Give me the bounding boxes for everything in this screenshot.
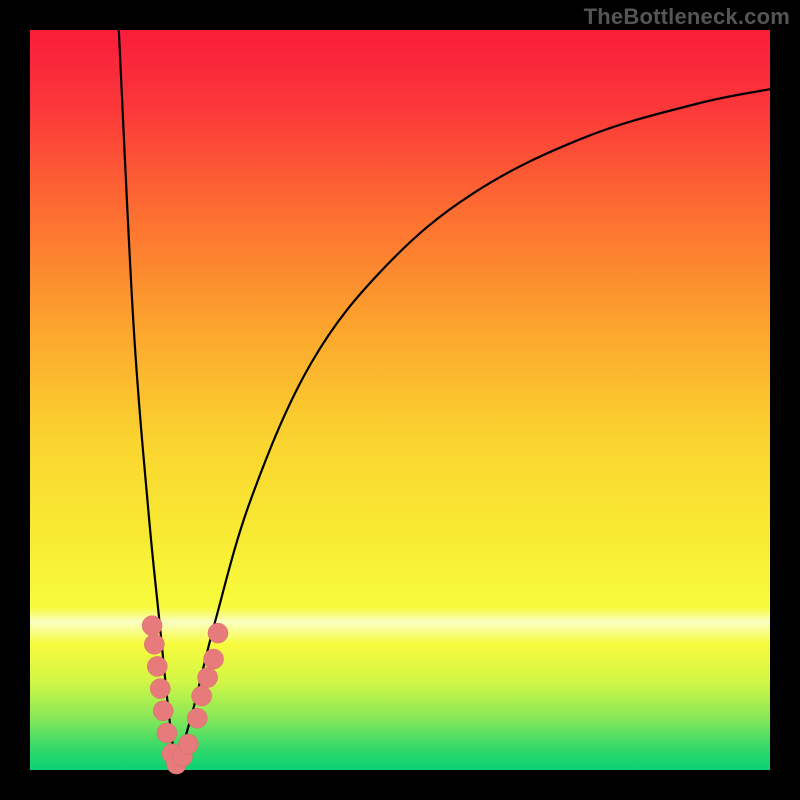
data-marker bbox=[147, 656, 167, 676]
data-marker bbox=[192, 686, 212, 706]
data-marker bbox=[198, 668, 218, 688]
data-marker bbox=[187, 708, 207, 728]
chart-container: { "watermark": { "text": "TheBottleneck.… bbox=[0, 0, 800, 800]
data-marker bbox=[208, 623, 228, 643]
data-marker bbox=[178, 734, 198, 754]
watermark-text: TheBottleneck.com bbox=[584, 4, 790, 30]
data-marker bbox=[204, 649, 224, 669]
data-marker bbox=[157, 723, 177, 743]
plot-gradient-background bbox=[30, 30, 770, 770]
data-marker bbox=[142, 616, 162, 636]
data-marker bbox=[153, 701, 173, 721]
bottleneck-chart-svg bbox=[0, 0, 800, 800]
data-marker bbox=[144, 634, 164, 654]
data-marker bbox=[150, 679, 170, 699]
